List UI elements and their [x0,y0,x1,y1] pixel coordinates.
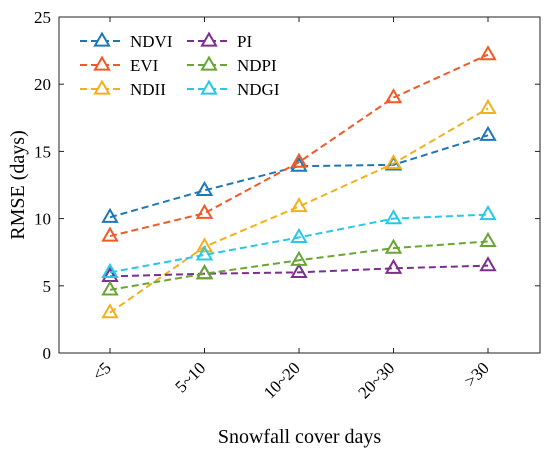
data-point [384,258,403,274]
y-tick-label: 20 [34,75,51,94]
legend-label: PI [237,32,252,51]
data-point [479,256,497,272]
legend-label: NDGI [237,80,280,99]
y-tick-label: 10 [34,210,51,229]
legend-marker [93,31,111,47]
data-point [479,45,497,61]
series-line [109,53,489,238]
y-axis-title: RMSE (days) [7,130,29,239]
legend-item-pi: PI [187,31,252,51]
series-group [101,45,497,319]
data-point [195,203,214,219]
data-point [195,264,214,280]
data-point [101,280,119,296]
x-tick-label: 10~20 [260,358,304,402]
legend-label: EVI [130,56,159,75]
legend-item-ndgi: NDGI [187,79,280,99]
legend-item-evi: EVI [80,55,159,75]
data-point [384,153,403,170]
series-pi [101,256,497,282]
series-ndpi [101,231,497,296]
legend-label: NDPI [237,56,277,75]
data-point [290,152,308,168]
data-point [384,238,403,254]
x-axis-title: Snowfall cover days [218,426,382,448]
data-point [290,227,308,244]
series-line [109,107,489,314]
y-tick-label: 15 [34,142,51,161]
y-tick-label: 0 [43,344,52,363]
series-line [109,264,489,278]
legend-marker [200,55,218,71]
legend-label: NDII [130,80,166,99]
series-ndii [101,98,497,319]
series-ndgi [101,205,497,278]
data-point [384,209,403,225]
data-point [479,98,497,114]
legend-marker [93,79,111,95]
legend-item-ndvi: NDVI [80,31,173,51]
data-point [384,88,403,104]
y-tick-label: 5 [43,277,52,296]
legend-label: NDVI [130,32,173,51]
data-point [101,303,119,319]
series-evi [101,45,497,242]
series-line [109,240,489,291]
x-tick-label: >30 [461,358,493,390]
data-point [101,207,119,223]
data-point [195,237,214,253]
data-point [101,226,119,242]
legend-item-ndii: NDII [80,79,166,99]
legend-marker [200,31,218,47]
axes: 0 5 10 15 20 25 <5 5~10 10~20 20~30 >30 [34,8,541,402]
data-point [479,205,497,221]
data-point [290,262,308,278]
data-point [479,125,497,141]
data-point [290,250,308,266]
legend-marker [200,79,218,95]
x-tick-label: 5~10 [171,358,209,396]
series-line [109,213,489,274]
legend-marker [93,55,111,71]
data-point [101,262,119,278]
data-point [479,231,497,248]
data-point [195,245,214,261]
y-tick-label: 25 [34,8,51,27]
legend: NDVI EVI NDII PI NDPI NDGI [80,31,280,99]
series-ndvi [101,125,497,223]
data-point [195,180,214,196]
legend-item-ndpi: NDPI [187,55,277,75]
series-line [109,134,489,219]
x-tick-label: <5 [89,358,115,384]
data-point [290,196,308,213]
x-tick-label: 20~30 [354,358,398,402]
